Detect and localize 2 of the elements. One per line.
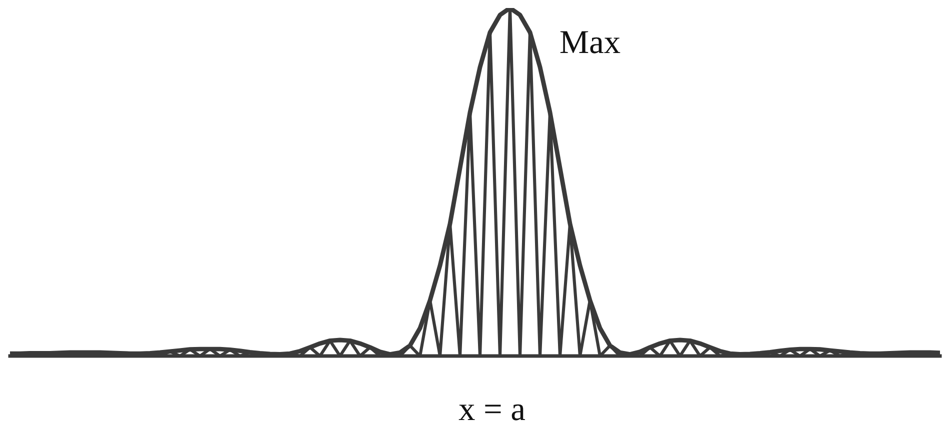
text: x = a: [458, 404, 526, 420]
annotation: Max: [560, 31, 620, 54]
